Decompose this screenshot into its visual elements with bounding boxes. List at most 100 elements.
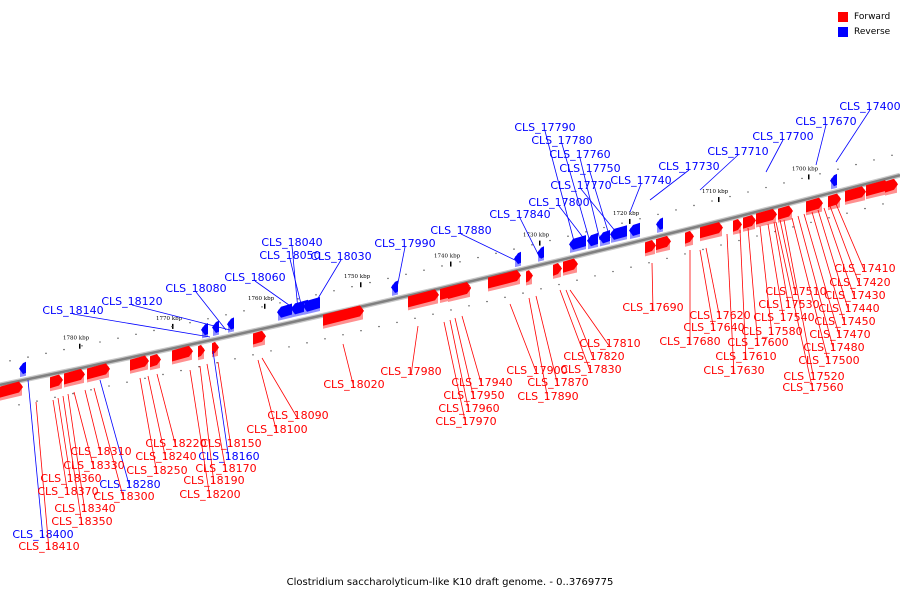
gene-label-cls-17820-leader [565, 289, 595, 361]
gene-label-cls-17960: CLS_17960 [438, 402, 499, 415]
gene-label-cls-17700-leader [765, 139, 784, 173]
gene-label-cls-17960-leader [449, 319, 470, 413]
forward-gene [448, 282, 471, 300]
reverse-gene [227, 317, 234, 330]
gene-label-cls-18160-leader [212, 350, 230, 461]
gene-label-cls-17780: CLS_17780 [531, 134, 592, 147]
scale-dot [675, 209, 677, 211]
gene-label-cls-17810: CLS_17810 [579, 337, 640, 350]
scale-dot [837, 168, 839, 170]
legend-item-forward: Forward [838, 9, 890, 24]
scale-dot [99, 341, 101, 343]
scale-dot [594, 275, 596, 277]
forward-gene [150, 353, 161, 368]
scale-dot [324, 338, 326, 340]
gene-label-cls-18030: CLS_18030 [310, 250, 371, 263]
scale-dot [63, 348, 65, 351]
gene-label-cls-17700: CLS_17700 [752, 130, 813, 143]
scale-dot [171, 325, 173, 328]
backbone [0, 173, 900, 387]
gene-label-cls-17950-leader [454, 317, 475, 400]
scale-dot [477, 256, 479, 259]
scale-dot [279, 302, 281, 304]
scale-dot [864, 207, 866, 210]
gene-label-cls-18020-leader [342, 343, 355, 389]
gene-label-cls-18170: CLS_18170 [195, 462, 256, 475]
gene-label-cls-17640: CLS_17640 [683, 321, 744, 334]
gene-label-cls-17540: CLS_17540 [753, 311, 814, 324]
reverse-gene [610, 225, 627, 240]
gene-label-cls-18020: CLS_18020 [323, 378, 384, 391]
scale-dot [612, 270, 614, 273]
scale-dot [783, 182, 785, 184]
gene-label-cls-17510: CLS_17510 [765, 285, 826, 298]
scale-dot [495, 252, 497, 255]
gene-label-cls-17730: CLS_17730 [658, 160, 719, 173]
gene-label-cls-17810-leader [569, 289, 611, 348]
gene-label-cls-17440-leader [817, 209, 850, 313]
gene-label-cls-17400: CLS_17400 [839, 100, 900, 113]
scale-dot [153, 329, 155, 332]
gene-label-cls-18280: CLS_18280 [99, 478, 160, 491]
scale-dot [720, 244, 722, 246]
gene-label-cls-17600: CLS_17600 [727, 336, 788, 349]
gene-label-cls-17470-leader [803, 213, 841, 339]
scale-dot [765, 186, 767, 189]
gene-label-cls-17620: CLS_17620 [689, 309, 750, 322]
scale-dot [315, 294, 317, 296]
forward-gene [553, 263, 562, 276]
scale-dot [144, 377, 146, 380]
gene-label-cls-18160: CLS_18160 [198, 450, 259, 463]
gene-label-cls-17480-leader [797, 215, 835, 352]
scale-dot [648, 262, 650, 264]
scale-tick [360, 282, 362, 288]
gene-label-cls-17630: CLS_17630 [703, 364, 764, 377]
gene-label-cls-17740-leader [629, 183, 642, 213]
scale-tick [79, 343, 81, 349]
scale-dot [18, 404, 20, 406]
scale-tick [629, 218, 631, 224]
forward-gene [845, 186, 866, 202]
scale-dot [828, 217, 830, 219]
gene-label-cls-17890-leader [528, 297, 549, 401]
scale-tick [450, 261, 452, 267]
scale-dot [576, 279, 578, 281]
legend-item-reverse: Reverse [838, 24, 890, 39]
scale-tick-label: 1720 kbp [613, 211, 640, 217]
legend-forward-label: Forward [854, 11, 891, 22]
gene-label-cls-18360: CLS_18360 [40, 472, 101, 485]
scale-dot [288, 346, 290, 348]
gene-label-cls-17830-leader [559, 289, 592, 374]
scale-dot [657, 213, 659, 216]
scale-dot [522, 292, 524, 294]
gene-label-cls-17870-leader [535, 295, 559, 387]
gene-label-cls-18200: CLS_18200 [179, 488, 240, 501]
scale-dot [297, 298, 299, 300]
scale-dot [126, 381, 128, 383]
gene-label-cls-17630-leader [726, 233, 735, 375]
gene-label-cls-17870: CLS_17870 [527, 376, 588, 389]
gene-label-cls-17990: CLS_17990 [374, 237, 435, 250]
scale-dot [81, 345, 83, 347]
scale-dot [306, 342, 308, 344]
scale-dot [189, 322, 191, 324]
forward-gene [733, 218, 742, 232]
gene-label-cls-18410: CLS_18410 [18, 540, 79, 553]
scale-dot [432, 313, 434, 315]
forward-gene [50, 374, 63, 389]
scale-dot [468, 305, 470, 307]
scale-dot [738, 239, 740, 242]
gene-label-cls-17780-leader [561, 143, 591, 243]
gene-label-cls-18220: CLS_18220 [145, 437, 206, 450]
reverse-gene [19, 361, 26, 375]
scale-dot [846, 212, 848, 214]
scale-dot [108, 385, 110, 387]
scale-dot [234, 358, 236, 360]
gene-label-cls-17480: CLS_17480 [803, 341, 864, 354]
gene-label-cls-18310-leader [84, 389, 102, 456]
gene-label-cls-18150-leader [217, 361, 232, 448]
scale-tick-label: 1740 kbp [434, 254, 461, 260]
forward-gene [198, 344, 205, 358]
scale-tick-label: 1780 kbp [63, 336, 90, 342]
